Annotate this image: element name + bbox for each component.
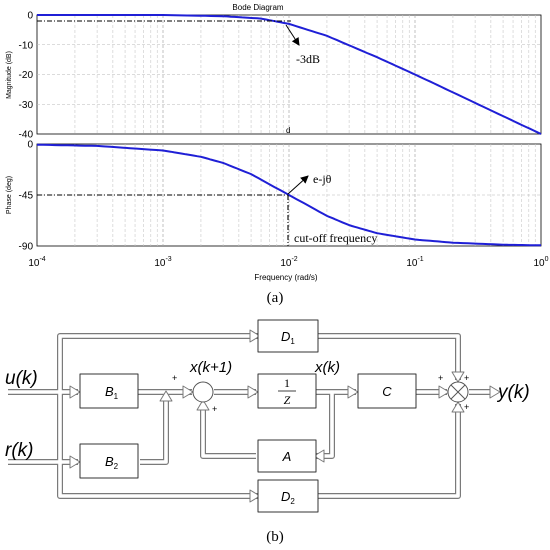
block-b2 [79,443,139,479]
integrator-numerator: 1 [284,376,290,390]
arrowhead-d1-down [451,371,465,383]
plus-signs: + + + + + [172,373,469,414]
y-tick-label: 0 [27,140,33,151]
block-a [257,439,317,473]
block-b1-label: B1 [105,384,119,401]
minus-3db-annotation: -3dB [296,52,320,66]
arrowhead-d2-up [451,401,465,413]
y-tick-label: -90 [19,242,34,253]
block-b1 [79,373,139,409]
panel-a-label: (a) [267,290,284,306]
signal-labels: u(k) r(k) y(k) [5,368,530,461]
arrowhead-r-to-b2 [69,455,81,469]
arrowhead-a-up [196,399,210,411]
block-diagram: B1 B2 D1 D2 C A 1 Z u(k) r(k) y(k) x(k+1… [5,319,530,545]
phase-annotation: e-jθ [313,172,332,186]
bode-plot: Bode Diagram -3dB d 0 -10 -20 -30 -40 Magnit… [6,3,549,306]
y-tick-label: -45 [19,191,34,202]
input-u-label: u(k) [5,368,38,389]
state-label: x(k) [314,359,340,376]
magnitude-grid [37,15,541,134]
x-tick-label: 100 [533,256,548,269]
y-tick-label: -10 [19,40,34,51]
plus-sign-4: + [464,373,469,383]
arrowhead-b2-up [159,390,173,402]
x-tick-label: 10-2 [280,256,297,269]
state-next-label: x(k+1) [189,359,232,376]
block-d1 [257,319,319,353]
block-b2-label: B2 [105,454,119,471]
plus-sign-3: + [438,373,443,383]
summing-junction-1 [192,381,214,403]
blocks [79,319,417,513]
frequency-tick-labels: 10-4 10-3 10-2 10-1 100 [28,256,548,269]
integrator-denominator: Z [284,393,291,407]
x-tick-label: 10-4 [28,256,45,269]
arrowhead-to-integrator [247,385,259,399]
arrowhead-to-d2 [249,489,261,503]
phase-curve [36,143,541,247]
cutoff-annotation: cut-off frequency [294,231,377,245]
arrowhead-to-output [489,385,501,399]
arrowhead-to-a [313,449,325,463]
minus-3db-arrow [285,24,300,46]
magnitude-axes: -3dB d 0 -10 -20 -30 -40 Magnitude (dB) [6,11,542,141]
junction-crosses [450,384,466,400]
arrowheads [69,329,501,503]
arrowhead-to-sum1 [182,385,194,399]
bode-title: Bode Diagram [232,3,283,12]
x-tick-label: 10-1 [406,256,423,269]
phase-arrow [287,175,309,195]
state-labels: x(k+1) x(k) [189,359,340,376]
magnitude-curve [37,14,542,135]
x-tick-label: 10-3 [154,256,171,269]
phase-axes: e-jθ cut-off frequency 0 -45 -90 Phase (de… [6,140,542,253]
block-c-label: C [382,384,392,399]
block-labels: B1 B2 D1 D2 C A [105,329,392,506]
block-c [357,373,417,409]
phase-axis-label: Phase (deg) [6,176,13,214]
plus-sign-1: + [172,373,177,383]
magnitude-axis-label: Magnitude (dB) [6,51,13,99]
plus-sign-5: + [464,402,469,412]
y-tick-label: -20 [19,70,34,81]
block-d2-label: D2 [281,489,295,506]
arrowhead-to-c [347,385,359,399]
y-tick-label: -40 [19,130,34,141]
y-tick-label: -30 [19,100,34,111]
output-y-label: y(k) [496,382,530,403]
stray-label-d: d [286,126,290,135]
phase-tick-labels: 0 -45 -90 [19,140,34,253]
block-a-label: A [282,449,292,464]
input-r-label: r(k) [5,440,33,461]
magnitude-tick-labels: 0 -10 -20 -30 -40 [19,11,34,141]
panel-b-label: (b) [266,529,284,545]
block-d1-label: D1 [281,329,295,346]
signal-paths-inner [8,334,492,498]
plus-sign-2: + [212,404,217,414]
arrowhead-u-to-b1 [69,385,81,399]
frequency-axis-label: Frequency (rad/s) [254,273,317,282]
arrowhead-to-d1 [249,329,261,343]
y-tick-label: 0 [27,11,33,22]
block-d2 [257,479,319,513]
arrowhead-to-sum2 [438,385,450,399]
